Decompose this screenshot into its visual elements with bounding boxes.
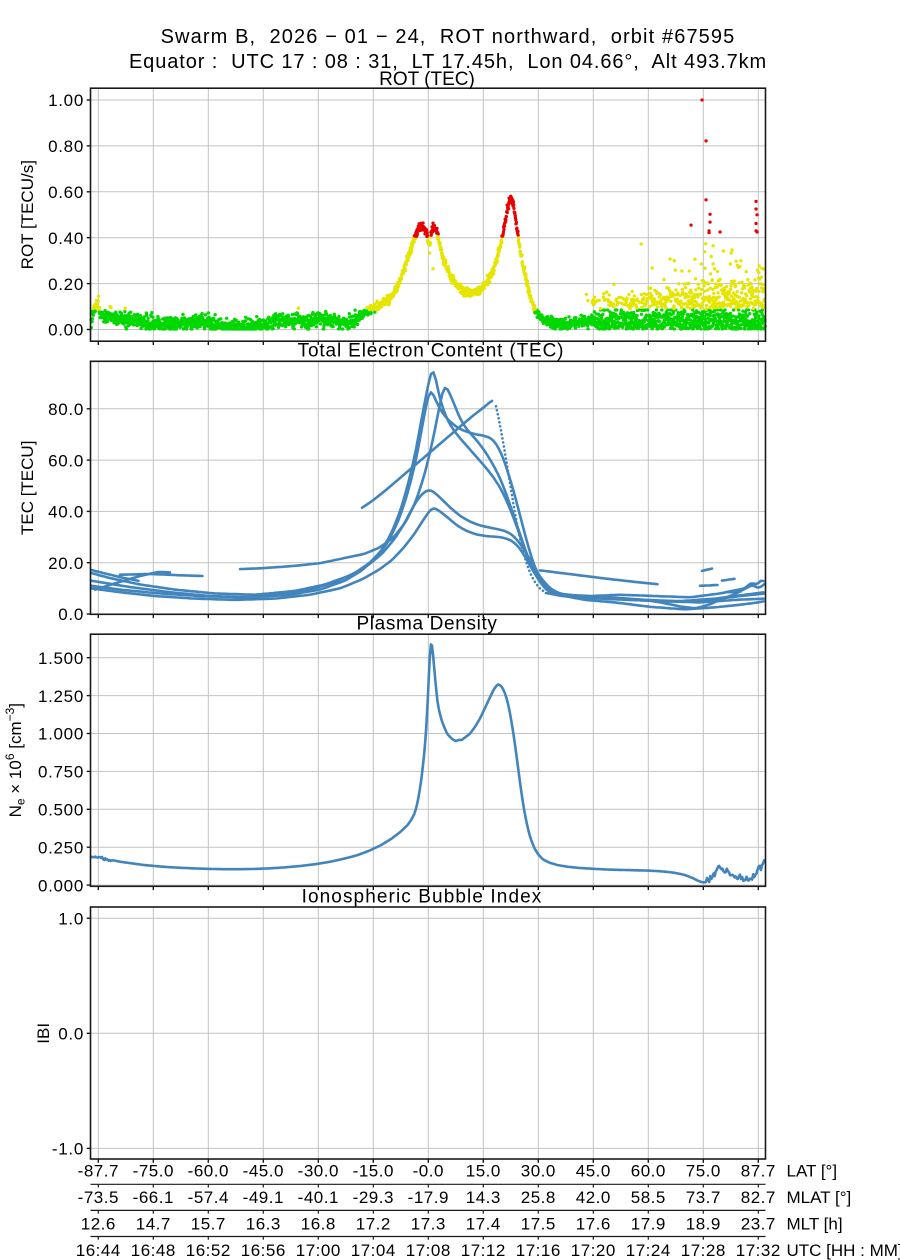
- svg-text:-29.3: -29.3: [353, 1188, 394, 1207]
- svg-text:30.0: 30.0: [521, 1162, 556, 1181]
- svg-text:-73.5: -73.5: [78, 1188, 119, 1207]
- svg-text:17.4: 17.4: [466, 1215, 501, 1234]
- svg-text:0.0: 0.0: [58, 1025, 84, 1044]
- svg-text:1.0: 1.0: [58, 909, 84, 928]
- svg-text:17:00: 17:00: [296, 1241, 341, 1260]
- svg-text:TEC [TECU]: TEC [TECU]: [18, 441, 37, 535]
- svg-text:17:12: 17:12: [461, 1241, 506, 1260]
- svg-text:17.3: 17.3: [411, 1215, 446, 1234]
- svg-text:60.0: 60.0: [48, 451, 84, 470]
- svg-text:-0.0: -0.0: [413, 1162, 444, 1181]
- svg-text:17.2: 17.2: [356, 1215, 391, 1234]
- svg-text:17:04: 17:04: [351, 1241, 396, 1260]
- svg-text:-87.7: -87.7: [78, 1162, 119, 1181]
- svg-text:45.0: 45.0: [576, 1162, 611, 1181]
- svg-text:ROT (TEC): ROT (TEC): [379, 69, 475, 90]
- svg-text:58.5: 58.5: [631, 1188, 666, 1207]
- svg-text:17:28: 17:28: [681, 1241, 726, 1260]
- svg-text:0.500: 0.500: [38, 801, 84, 820]
- svg-text:17:24: 17:24: [626, 1241, 671, 1260]
- svg-text:17:16: 17:16: [516, 1241, 561, 1260]
- svg-text:14.3: 14.3: [466, 1188, 501, 1207]
- svg-text:0.250: 0.250: [38, 838, 84, 857]
- svg-text:Total Electron Content (TEC): Total Electron Content (TEC): [298, 340, 565, 361]
- svg-text:23.7: 23.7: [741, 1215, 776, 1234]
- svg-text:18.9: 18.9: [686, 1215, 721, 1234]
- svg-text:17.5: 17.5: [521, 1215, 556, 1234]
- svg-text:87.7: 87.7: [741, 1162, 776, 1181]
- svg-text:17.9: 17.9: [631, 1215, 666, 1234]
- svg-text:17:32: 17:32: [736, 1241, 781, 1260]
- svg-text:Equator : UTC 17 : 08 : 31,: Equator : UTC 17 : 08 : 31, LT 17.45h, L…: [129, 51, 767, 73]
- svg-text:0.750: 0.750: [38, 763, 84, 782]
- svg-text:Plasma Density: Plasma Density: [356, 614, 497, 635]
- svg-text:0.60: 0.60: [48, 183, 84, 202]
- svg-text:16:44: 16:44: [76, 1241, 121, 1260]
- svg-text:17:20: 17:20: [571, 1241, 616, 1260]
- svg-text:1.250: 1.250: [38, 687, 84, 706]
- svg-text:17:08: 17:08: [406, 1241, 451, 1260]
- svg-text:40.0: 40.0: [48, 503, 84, 522]
- svg-text:16:52: 16:52: [186, 1241, 231, 1260]
- svg-text:ROT [TECU/s]: ROT [TECU/s]: [18, 160, 37, 269]
- svg-text:73.7: 73.7: [686, 1188, 721, 1207]
- svg-text:82.7: 82.7: [741, 1188, 776, 1207]
- svg-text:12.6: 12.6: [81, 1215, 116, 1234]
- svg-text:20.0: 20.0: [48, 554, 84, 573]
- svg-text:0.000: 0.000: [38, 876, 84, 895]
- svg-text:1.000: 1.000: [38, 725, 84, 744]
- svg-text:-49.1: -49.1: [243, 1188, 284, 1207]
- svg-text:-57.4: -57.4: [188, 1188, 229, 1207]
- svg-text:UTC [HH : MM]: UTC [HH : MM]: [787, 1241, 900, 1260]
- svg-text:-60.0: -60.0: [188, 1162, 229, 1181]
- svg-text:15.7: 15.7: [191, 1215, 226, 1234]
- svg-text:42.0: 42.0: [576, 1188, 611, 1207]
- svg-text:0.20: 0.20: [48, 275, 84, 294]
- svg-text:-17.9: -17.9: [408, 1188, 449, 1207]
- svg-text:MLT [h]: MLT [h]: [787, 1215, 843, 1234]
- svg-text:Ne × 106 [cm−3]: Ne × 106 [cm−3]: [3, 703, 28, 817]
- svg-text:-75.0: -75.0: [133, 1162, 174, 1181]
- svg-text:75.0: 75.0: [686, 1162, 721, 1181]
- svg-text:1.00: 1.00: [48, 91, 84, 110]
- svg-text:17.6: 17.6: [576, 1215, 611, 1234]
- svg-text:0.00: 0.00: [48, 321, 84, 340]
- svg-text:16:56: 16:56: [241, 1241, 286, 1260]
- svg-text:16.8: 16.8: [301, 1215, 336, 1234]
- svg-text:-66.1: -66.1: [133, 1188, 174, 1207]
- svg-text:0.80: 0.80: [48, 137, 84, 156]
- svg-text:-15.0: -15.0: [353, 1162, 394, 1181]
- svg-text:IBI: IBI: [34, 1023, 53, 1044]
- svg-text:-1.0: -1.0: [52, 1140, 84, 1159]
- svg-text:25.8: 25.8: [521, 1188, 556, 1207]
- svg-text:Ionospheric Bubble Index: Ionospheric Bubble Index: [302, 887, 543, 908]
- svg-text:15.0: 15.0: [466, 1162, 501, 1181]
- svg-text:16:48: 16:48: [131, 1241, 176, 1260]
- svg-text:80.0: 80.0: [48, 400, 84, 419]
- svg-text:16.3: 16.3: [246, 1215, 281, 1234]
- svg-text:LAT [°]: LAT [°]: [787, 1162, 838, 1181]
- svg-text:14.7: 14.7: [136, 1215, 171, 1234]
- svg-text:60.0: 60.0: [631, 1162, 666, 1181]
- svg-text:-30.0: -30.0: [298, 1162, 339, 1181]
- svg-text:0.40: 0.40: [48, 229, 84, 248]
- svg-text:MLAT [°]: MLAT [°]: [787, 1188, 852, 1207]
- svg-text:0.0: 0.0: [58, 605, 84, 624]
- svg-text:-40.1: -40.1: [298, 1188, 339, 1207]
- svg-text:1.500: 1.500: [38, 649, 84, 668]
- svg-text:Swarm B, 2026 − 01 − 24, ROT: Swarm B, 2026 − 01 − 24, ROT northward, …: [161, 26, 736, 48]
- svg-text:-45.0: -45.0: [243, 1162, 284, 1181]
